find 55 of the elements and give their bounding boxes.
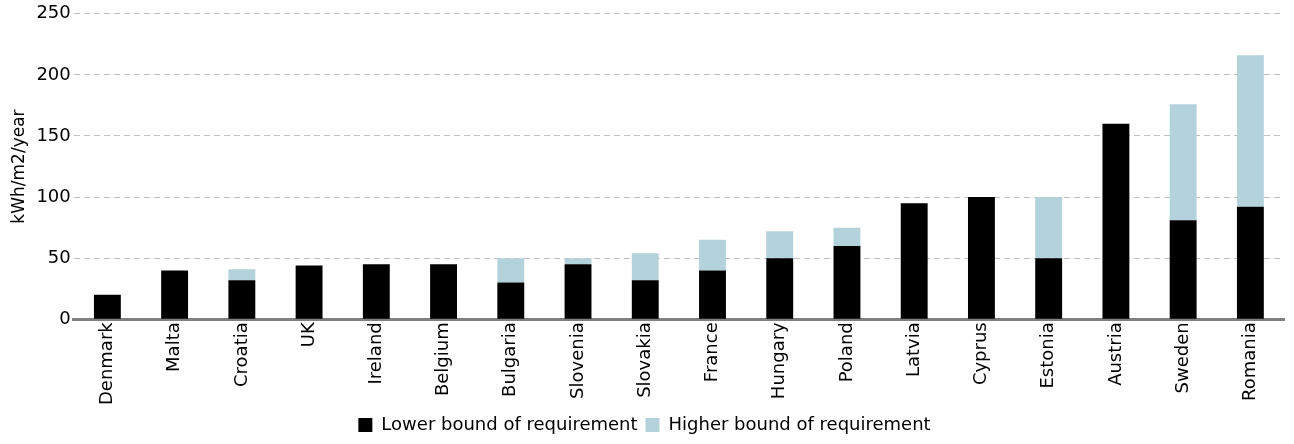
bar <box>1169 220 1197 319</box>
bar <box>295 265 323 319</box>
x-tick-label: Denmark <box>95 321 117 405</box>
x-tick-label: Romania <box>1238 322 1260 401</box>
x-tick-label: Hungary <box>767 321 789 400</box>
x-tick-label: Latvia <box>901 322 923 378</box>
x-tick-label: Slovakia <box>632 322 654 398</box>
y-tick-label: 250 <box>36 1 71 23</box>
bar <box>833 245 861 319</box>
x-tick-label: Estonia <box>1036 322 1058 389</box>
x-tick-label: UK <box>296 321 318 348</box>
x-tick-label: Ireland <box>363 322 385 385</box>
legend-label: Lower bound of requirement <box>381 412 638 434</box>
bar <box>93 294 121 319</box>
bar <box>161 270 189 319</box>
y-tick-label: 200 <box>36 62 71 84</box>
x-tick-label: Cyprus <box>969 322 991 386</box>
bar <box>631 253 659 281</box>
bar <box>1035 258 1063 319</box>
x-tick-label: Poland <box>834 322 856 383</box>
bar <box>766 258 794 319</box>
bar <box>228 280 256 319</box>
x-tick-label: Bulgaria <box>498 322 520 397</box>
bar <box>1102 123 1130 319</box>
x-tick-label: Belgium <box>431 322 453 397</box>
bar <box>497 282 525 319</box>
x-tick-label: Malta <box>162 322 184 372</box>
bar <box>1236 55 1264 207</box>
bar <box>564 258 592 265</box>
bar <box>497 258 525 283</box>
bar <box>228 269 256 281</box>
bar <box>631 280 659 319</box>
y-tick-label: 50 <box>47 245 71 267</box>
bar <box>430 264 457 319</box>
y-tick-label: 0 <box>59 306 71 328</box>
x-tick-label: Austria <box>1103 322 1125 386</box>
x-tick-label: Sweden <box>1170 322 1192 394</box>
bar <box>766 231 794 259</box>
bar <box>900 203 928 319</box>
x-tick-label: Slovenia <box>565 322 587 399</box>
y-axis-title: kWh/m2/year <box>7 109 28 224</box>
bar <box>1035 197 1063 259</box>
y-tick-label: 100 <box>36 184 71 206</box>
x-tick-label: Croatia <box>229 322 251 387</box>
bar <box>833 227 861 246</box>
y-tick-label: 150 <box>36 123 71 145</box>
bar <box>699 239 726 271</box>
bar <box>1169 104 1197 221</box>
bar <box>564 264 592 319</box>
legend-label: Higher bound of requirement <box>668 412 931 434</box>
bar <box>699 270 726 319</box>
bar <box>1236 206 1264 319</box>
bar <box>362 264 390 319</box>
bar <box>967 197 995 319</box>
x-tick-label: France <box>700 322 722 383</box>
